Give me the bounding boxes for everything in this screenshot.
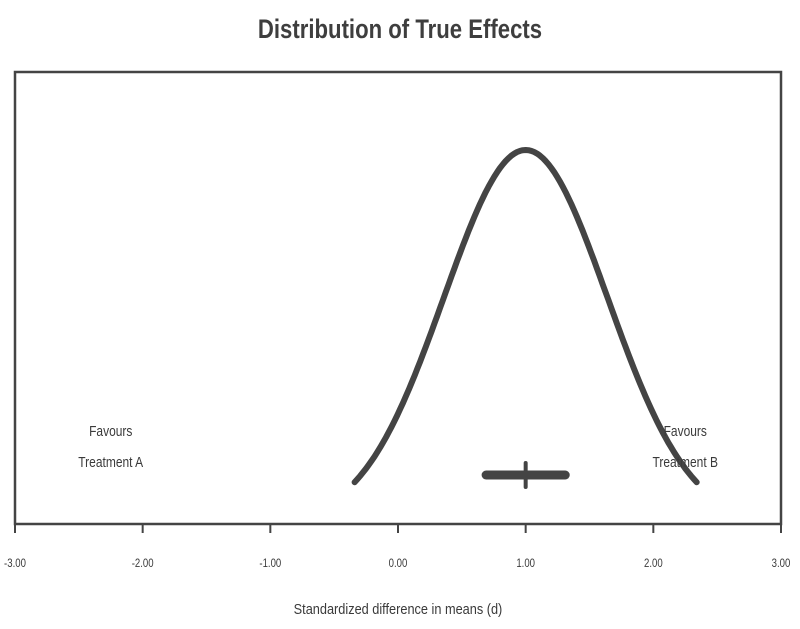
annotations: Favours Treatment A Favours Treatment B — [78, 423, 718, 471]
x-tick-label: -2.00 — [132, 557, 154, 570]
x-tick-label: 0.00 — [389, 557, 408, 570]
x-tick-label: 1.00 — [516, 557, 535, 570]
annotation-label: Treatment B — [652, 454, 718, 471]
chart-title: Distribution of True Effects — [257, 14, 543, 44]
x-tick-label: 3.00 — [772, 557, 791, 570]
x-axis-label: Standardized difference in means (d) — [294, 600, 503, 617]
x-tick-label: 2.00 — [644, 557, 663, 570]
annotation-label: Favours — [664, 423, 708, 440]
distribution-curve — [351, 147, 700, 486]
annotation-label: Treatment A — [78, 454, 144, 471]
x-tick-label: -1.00 — [259, 557, 281, 570]
annotation-label: Favours — [89, 423, 133, 440]
x-axis: -3.00 -2.00 -1.00 0.00 1.00 2.00 3.00 — [4, 524, 790, 570]
x-tick-label: -3.00 — [4, 557, 26, 570]
